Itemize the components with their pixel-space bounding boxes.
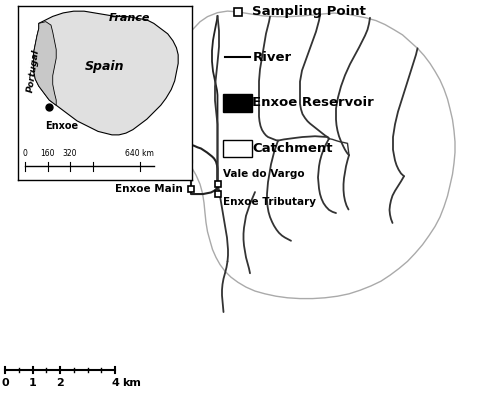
Text: Sampling Point: Sampling Point <box>252 6 366 18</box>
Bar <box>224 94 252 112</box>
Polygon shape <box>28 64 135 147</box>
Text: River: River <box>252 51 292 64</box>
Polygon shape <box>37 46 50 64</box>
Text: 1: 1 <box>28 378 36 388</box>
Text: 0: 0 <box>1 378 9 388</box>
Text: km: km <box>122 378 142 388</box>
Text: 4: 4 <box>111 378 119 388</box>
Polygon shape <box>164 11 455 299</box>
Text: Catchment: Catchment <box>252 142 333 155</box>
Text: 2: 2 <box>56 378 64 388</box>
Text: Enxoe Tributary: Enxoe Tributary <box>223 197 316 207</box>
Text: Vale do Vargo: Vale do Vargo <box>223 169 304 179</box>
Text: Enxoe Main: Enxoe Main <box>115 184 183 194</box>
Text: Enxoe Reservoir: Enxoe Reservoir <box>252 97 374 109</box>
Bar <box>224 140 252 157</box>
